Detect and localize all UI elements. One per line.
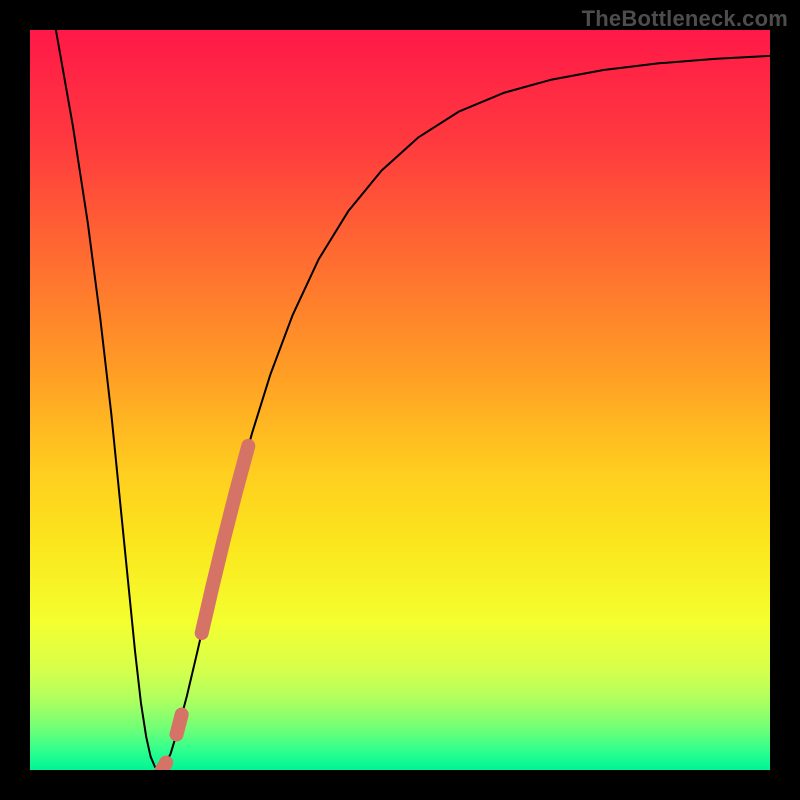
figure-frame: TheBottleneck.com bbox=[0, 0, 800, 800]
plot-area bbox=[30, 30, 770, 770]
highlight-segment-0 bbox=[202, 446, 249, 633]
curve-layer bbox=[30, 30, 770, 770]
highlight-segment-2 bbox=[162, 763, 166, 770]
watermark-label: TheBottleneck.com bbox=[582, 6, 788, 32]
bottleneck-curve bbox=[56, 30, 770, 770]
highlight-segment-1 bbox=[177, 715, 182, 735]
